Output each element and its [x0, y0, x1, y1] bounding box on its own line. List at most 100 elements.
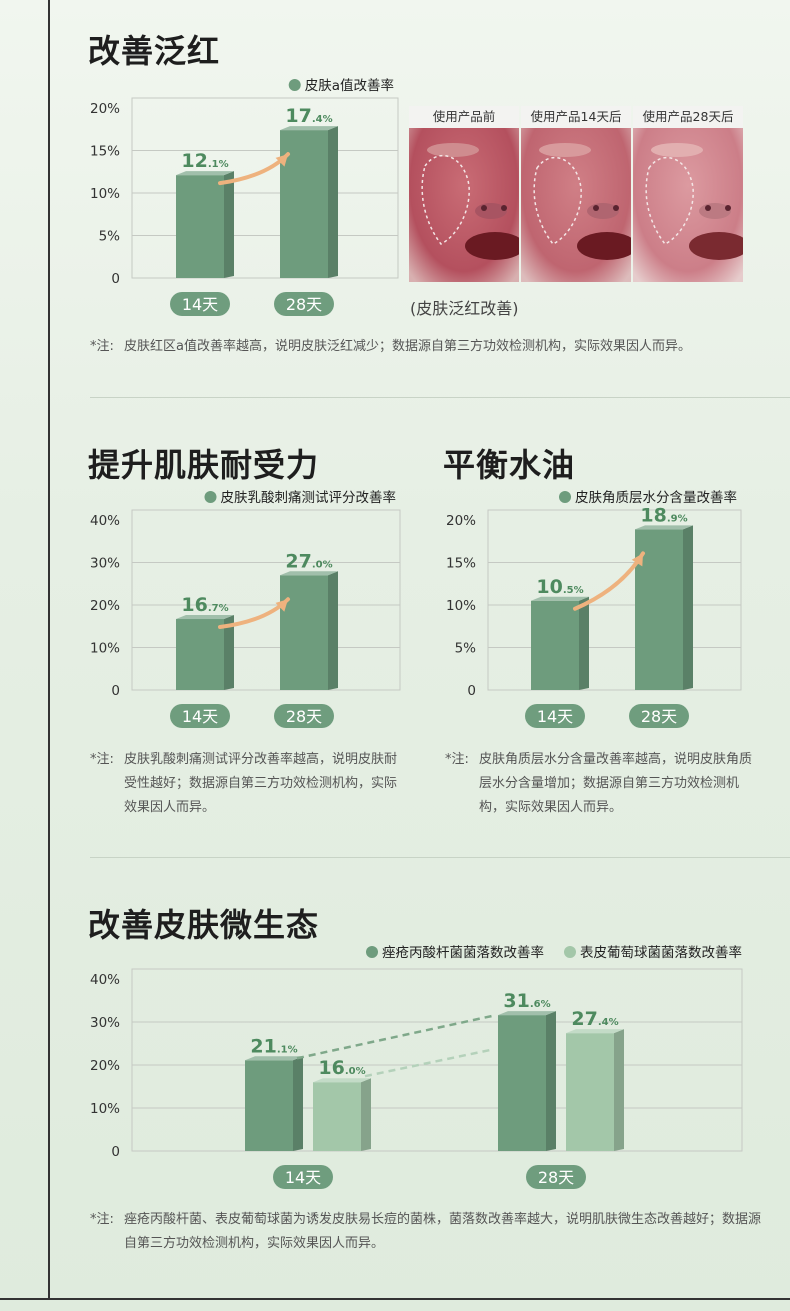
bar-side [328, 571, 338, 690]
plot-frame [131, 97, 399, 279]
note-text: 皮肤乳酸刺痛测试评分改善率越高，说明皮肤耐受性越好；数据源自第三方功效检测机构，… [124, 752, 398, 815]
section-divider [90, 397, 790, 398]
category-pill: 14天 [273, 1165, 333, 1189]
y-tick-label: 20% [446, 513, 476, 529]
photo-label-14-days: 使用产品14天后 [521, 106, 631, 128]
bar-side [683, 525, 693, 690]
face-skin-image [633, 106, 743, 282]
y-tick-label: 15% [90, 144, 120, 160]
bar-top [531, 596, 589, 601]
note-tolerance: *注: 皮肤乳酸刺痛测试评分改善率越高，说明皮肤耐受性越好；数据源自第三方功效检… [90, 748, 400, 820]
y-tick-label: 20% [90, 101, 120, 117]
chart-bar [635, 525, 693, 690]
arrow-head [275, 154, 288, 167]
y-tick-label: 10% [90, 1101, 120, 1117]
bar-top [280, 571, 338, 576]
y-tick-label: 0 [111, 1144, 120, 1160]
face-skin-image [409, 106, 519, 282]
pill-bg [170, 704, 230, 728]
chart-bar [280, 571, 338, 690]
data-label: 16.7% [181, 594, 228, 616]
trend-arrow-icon [218, 152, 290, 186]
chart-balance: 20% 15% 10% 5% 0 皮肤角质层水分含量改善率 10.5% 14天 18.9% 28天 [446, 489, 742, 728]
trend-line [296, 1013, 497, 1060]
photo-14-days: 使用产品14天后 [521, 106, 631, 282]
note-microbiome: *注: 痤疮丙酸杆菌、表皮葡萄球菌为诱发皮肤易长痘的菌株，菌落数改善率越大，说明… [90, 1208, 770, 1256]
y-tick-label: 15% [446, 556, 476, 572]
photo-label-before: 使用产品前 [409, 106, 519, 128]
data-label: 17.4% [285, 105, 332, 127]
pill-bg [629, 704, 689, 728]
category-pill: 28天 [629, 704, 689, 728]
bar-top [245, 1056, 303, 1061]
bar-front [176, 175, 224, 278]
y-tick-label: 10% [90, 186, 120, 202]
bar-top [280, 126, 338, 131]
section-title-microbiome: 改善皮肤微生态 [88, 906, 320, 944]
pill-bg [525, 704, 585, 728]
y-tick-label: 0 [111, 683, 120, 699]
chart-redness: 20% 15% 10% 5% 0 皮肤a值改善率 12.1% 14天 17.4% 28天 [90, 77, 399, 316]
photo-28-days: 使用产品28天后 [633, 106, 743, 282]
legend-label: 表皮葡萄球菌菌落数改善率 [580, 944, 742, 961]
x-tick-label: 28天 [538, 1168, 574, 1187]
bar-front [498, 1015, 546, 1151]
legend-swatch [366, 946, 378, 958]
x-tick-label: 14天 [537, 707, 573, 726]
x-tick-label: 14天 [182, 707, 218, 726]
photo-caption: (皮肤泛红改善) [410, 299, 519, 318]
x-tick-label: 14天 [285, 1168, 321, 1187]
note-star: *注: [90, 339, 114, 354]
note-text: 痤疮丙酸杆菌、表皮葡萄球菌为诱发皮肤易长痘的菌株，菌落数改善率越大，说明肌肤微生… [124, 1212, 762, 1251]
trend-arrow-icon [218, 597, 290, 630]
bar-front [566, 1033, 614, 1151]
y-tick-label: 0 [111, 271, 120, 287]
legend-swatch [288, 79, 301, 91]
category-pill: 28天 [526, 1165, 586, 1189]
legend-swatch [559, 491, 571, 503]
pill-bg [170, 292, 230, 316]
data-label: 12.1% [181, 150, 228, 172]
bar-front [313, 1082, 361, 1151]
legend-label: 皮肤a值改善率 [305, 77, 394, 94]
category-pill: 28天 [274, 704, 334, 728]
before-after-photos: 使用产品前 使用产品14天后 [409, 106, 743, 282]
legend-label: 皮肤角质层水分含量改善率 [575, 489, 737, 506]
bar-side [614, 1029, 624, 1151]
legend-swatch [564, 946, 576, 958]
left-border-line [48, 0, 50, 1300]
note-star: *注: [445, 752, 469, 767]
bar-top [498, 1011, 556, 1016]
trend-line [364, 1047, 495, 1078]
plot-frame [131, 509, 401, 691]
bar-side [224, 615, 234, 690]
chart-bar [313, 1078, 371, 1151]
note-star: *注: [90, 752, 114, 767]
chart-bar [176, 615, 234, 690]
trend-arrow-icon [573, 551, 645, 611]
data-label: 31.6% [503, 990, 550, 1012]
note-text: 皮肤角质层水分含量改善率越高，说明皮肤角质层水分含量增加；数据源自第三方功效检测… [479, 752, 753, 815]
photo-label-28-days: 使用产品28天后 [633, 106, 743, 128]
bar-side [328, 126, 338, 278]
y-tick-label: 20% [90, 1058, 120, 1074]
pill-bg [274, 292, 334, 316]
bar-side [293, 1056, 303, 1151]
data-label: 27.4% [571, 1008, 618, 1030]
arrow-head [631, 553, 643, 567]
chart-bar [280, 126, 338, 278]
plot-frame [487, 509, 742, 691]
face-skin-image [521, 106, 631, 282]
pill-bg [274, 704, 334, 728]
y-tick-label: 40% [90, 972, 120, 988]
data-label: 18.9% [640, 504, 687, 526]
note-balance: *注: 皮肤角质层水分含量改善率越高，说明皮肤角质层水分含量增加；数据源自第三方… [445, 748, 755, 820]
data-label: 21.1% [250, 1035, 297, 1057]
y-tick-label: 30% [90, 556, 120, 572]
section-title-balance: 平衡水油 [443, 446, 576, 484]
category-pill: 14天 [170, 292, 230, 316]
bar-side [361, 1078, 371, 1151]
legend-label: 痤疮丙酸杆菌菌落数改善率 [382, 944, 544, 961]
bar-top [176, 171, 234, 176]
y-tick-label: 5% [99, 229, 121, 245]
